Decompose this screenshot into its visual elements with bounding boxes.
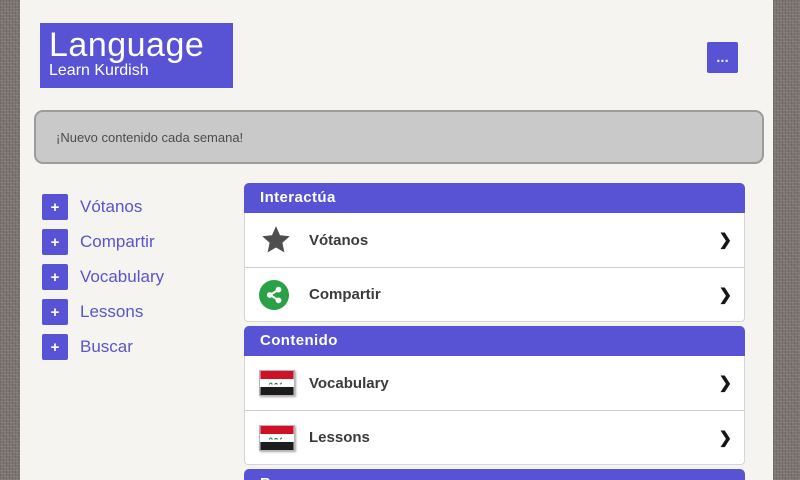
iraq-flag-icon [259, 424, 297, 451]
plus-icon: + [42, 194, 68, 220]
sidebar-item-label: Lessons [80, 302, 144, 321]
chevron-right-icon: ❯ [718, 286, 732, 304]
section-header-buscar: Buscar [244, 469, 745, 480]
panel-item-label: Vótanos [309, 231, 369, 249]
sidebar-item-label: Buscar [80, 337, 133, 356]
panel-item-lessons[interactable]: Lessons ❯ [245, 410, 744, 464]
sidebar-item-votanos[interactable]: + Vótanos [42, 194, 164, 220]
banner-text: ¡Nuevo contenido cada semana! [56, 129, 244, 145]
sidebar-item-label: Vocabulary [80, 267, 165, 286]
star-icon [259, 224, 297, 256]
left-texture-border [0, 0, 20, 480]
sidebar-item-buscar[interactable]: + Buscar [42, 334, 164, 360]
panel-item-votanos[interactable]: Vótanos ❯ [245, 213, 744, 267]
panel-item-label: Compartir [309, 286, 381, 303]
section-header-interactua: Interactúa [244, 183, 745, 213]
plus-icon: + [42, 229, 68, 255]
right-texture-border [773, 0, 800, 480]
sidebar-item-label: Vótanos [80, 197, 143, 216]
plus-icon: + [42, 264, 68, 290]
panel-item-vocabulary[interactable]: Vocabulary ❯ [245, 356, 744, 410]
announcement-banner: ¡Nuevo contenido cada semana! [34, 110, 764, 164]
chevron-right-icon: ❯ [718, 375, 732, 392]
plus-icon: + [42, 334, 68, 360]
sidebar-nav: + Vótanos + Compartir + Vocabulary + Les… [42, 194, 164, 369]
sidebar-item-compartir[interactable]: + Compartir [42, 229, 164, 255]
panel-item-compartir[interactable]: Compartir ❯ [245, 267, 744, 321]
chevron-right-icon: ❯ [718, 429, 732, 447]
sidebar-item-label: Compartir [80, 232, 155, 251]
app-subtitle: Learn Kurdish [49, 62, 149, 79]
section-interactua: Vótanos ❯ Compartir ❯ [244, 213, 745, 322]
sidebar-item-lessons[interactable]: + Lessons [42, 299, 164, 325]
main-panel: Interactúa Vótanos ❯ [244, 183, 745, 480]
plus-icon: + [42, 299, 68, 325]
sidebar-item-vocabulary[interactable]: + Vocabulary [42, 264, 164, 290]
app-header: Language Learn Kurdish [40, 23, 233, 88]
chevron-right-icon: ❯ [718, 232, 732, 249]
menu-button[interactable]: ... [707, 42, 738, 73]
section-contenido: Vocabulary ❯ Lessons ❯ [244, 356, 745, 465]
panel-item-label: Vocabulary [309, 374, 389, 392]
share-icon [259, 279, 297, 310]
panel-item-label: Lessons [309, 429, 370, 446]
section-header-contenido: Contenido [244, 326, 745, 356]
app-title: Language [49, 26, 205, 64]
iraq-flag-icon [259, 370, 297, 396]
